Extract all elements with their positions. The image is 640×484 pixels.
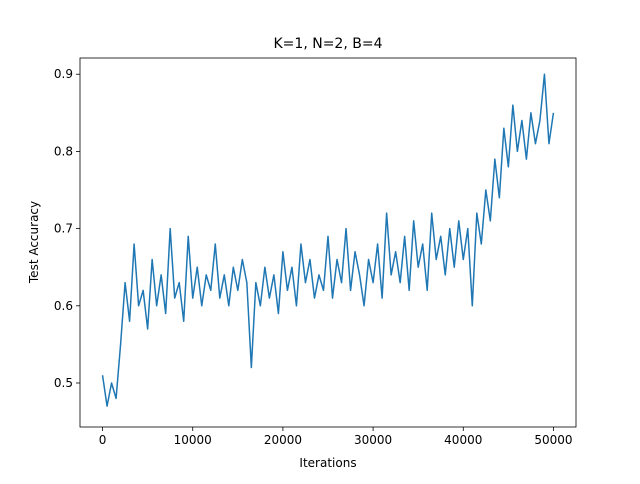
x-tick-label: 30000	[354, 433, 392, 447]
data-line	[101, 73, 555, 407]
y-tick-label: 0.6	[54, 299, 73, 313]
x-axis-label: Iterations	[299, 456, 356, 470]
y-tick-label: 0.9	[54, 67, 73, 81]
x-tick-label: 20000	[264, 433, 302, 447]
y-tick-label: 0.7	[54, 222, 73, 236]
y-tick-label: 0.5	[54, 376, 73, 390]
chart-title: K=1, N=2, B=4	[274, 36, 383, 52]
y-axis-label: Test Accuracy	[27, 201, 41, 284]
x-tick-label: 40000	[444, 433, 482, 447]
x-tick-label: 10000	[174, 433, 212, 447]
plot-frame	[79, 57, 577, 428]
x-tick-label: 50000	[534, 433, 572, 447]
y-tick-label: 0.8	[54, 144, 73, 158]
x-tick-label: 0	[99, 433, 107, 447]
